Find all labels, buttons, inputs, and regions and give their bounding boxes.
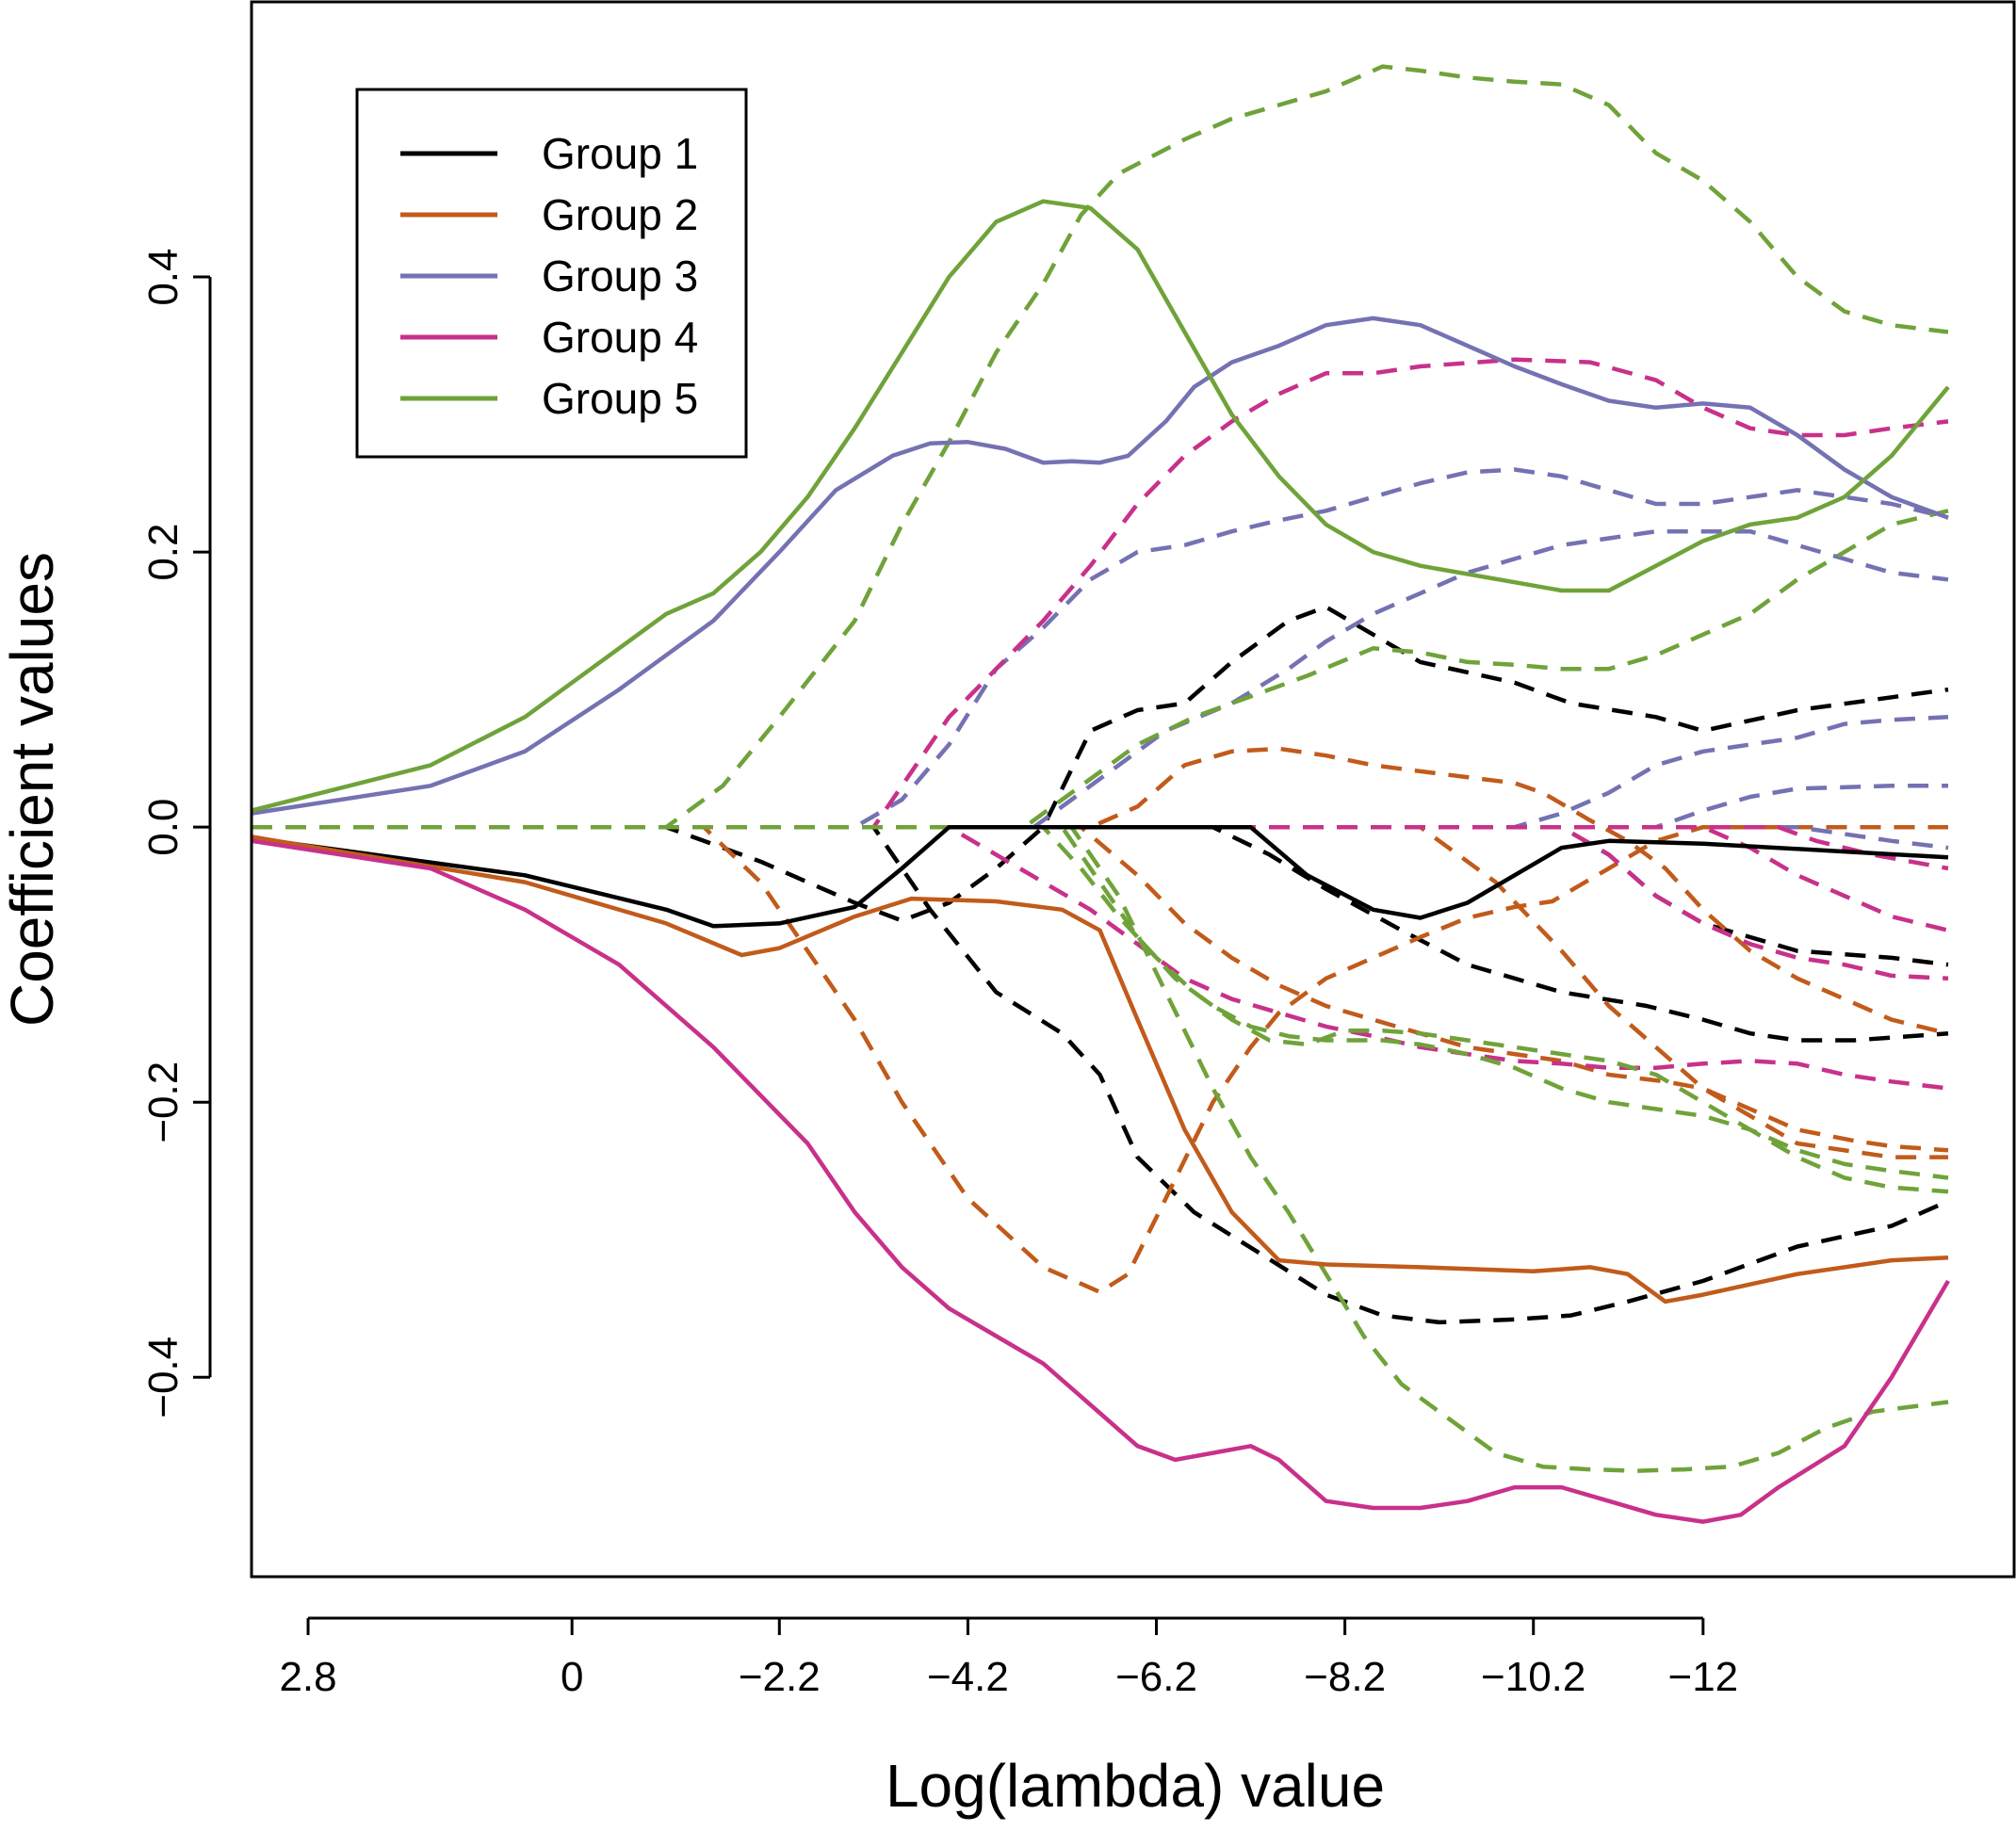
legend: Group 1 Group 2 Group 3 Group 4 Group 5 (355, 88, 748, 459)
series-line-16 (251, 838, 1950, 1524)
series-line-7 (252, 746, 1949, 1036)
x-tick-label-5: −8.2 (1304, 1654, 1386, 1700)
x-tick-label-0: 2.8 (279, 1654, 336, 1700)
x-tick-label-6: −10.2 (1481, 1654, 1585, 1700)
legend-label-1: Group 1 (542, 129, 698, 178)
series-line-26 (252, 824, 1949, 1194)
y-tick-label-3: −0.2 (140, 1061, 187, 1143)
x-tick-label-2: −2.2 (739, 1654, 821, 1700)
x-tick-label-7: −12 (1668, 1654, 1739, 1700)
y-tick-label-4: −0.4 (140, 1337, 187, 1418)
series-line-13 (252, 715, 1949, 830)
legend-box (355, 88, 748, 459)
series-line-6 (252, 824, 1948, 1294)
x-axis: 2.8 0 −2.2 −4.2 −6.2 −8.2 −10.2 −12 (279, 1616, 1739, 1700)
legend-label-4: Group 4 (542, 313, 698, 362)
x-axis-title: Log(lambda) value (886, 1752, 1385, 1820)
series-line-5 (251, 834, 1949, 1304)
y-axis-title: Coefficient values (0, 552, 66, 1027)
series-line-0 (251, 824, 1949, 929)
legend-label-2: Group 2 (542, 190, 698, 239)
series-line-1 (252, 605, 1949, 923)
series-line-19 (252, 824, 1949, 981)
series-line-2 (252, 824, 1949, 1325)
series-line-24 (252, 509, 1949, 830)
series-line-21 (252, 824, 1949, 871)
series-line-18 (252, 824, 1949, 1091)
series-line-4 (252, 824, 1949, 967)
series-line-9 (252, 824, 1948, 1159)
series-line-3 (252, 824, 1949, 1043)
y-axis: 0.4 0.2 0.0 −0.2 −0.4 (140, 249, 212, 1418)
legend-label-5: Group 5 (542, 374, 698, 423)
series-line-10 (251, 316, 1949, 816)
series-line-23 (252, 64, 1949, 830)
y-tick-label-1: 0.2 (140, 524, 187, 581)
series-line-8 (252, 824, 1949, 1153)
series-line-22 (251, 199, 1950, 813)
legend-label-3: Group 3 (542, 251, 698, 300)
x-tick-label-3: −4.2 (927, 1654, 1009, 1700)
y-tick-label-2: 0.0 (140, 799, 187, 856)
x-tick-label-1: 0 (561, 1654, 583, 1700)
series-line-17 (252, 357, 1949, 830)
series-line-25 (252, 824, 1949, 1180)
plot-frame (250, 0, 2016, 1579)
series-line-12 (252, 528, 1949, 830)
y-tick-label-0: 0.4 (140, 249, 187, 306)
x-tick-label-4: −6.2 (1115, 1654, 1197, 1700)
series-line-27 (252, 824, 1949, 1473)
series-layer (251, 64, 1950, 1524)
